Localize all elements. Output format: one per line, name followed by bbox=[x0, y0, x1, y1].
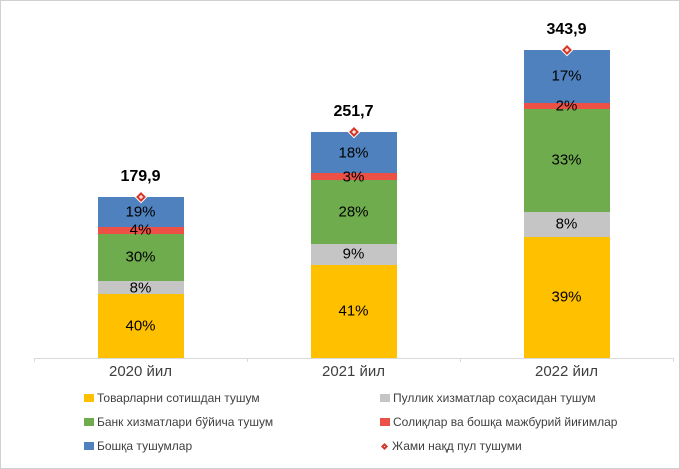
legend-label: Бошқа тушумлар bbox=[97, 439, 193, 453]
legend-swatch-icon bbox=[84, 394, 94, 402]
bar-segment-2020 bbox=[97, 196, 184, 228]
legend-item: Бошқа тушумлар bbox=[84, 438, 192, 454]
segment-percent-label: 41% bbox=[338, 302, 369, 320]
legend-item: Солиқлар ва бошқа мажбурий йиғимлар bbox=[380, 414, 617, 430]
segment-percent-label: 28% bbox=[338, 203, 369, 221]
legend-diamond-icon bbox=[380, 442, 389, 450]
legend-item: Пуллик хизматлар соҳасидан тушум bbox=[380, 390, 596, 406]
bar-segment-2022 bbox=[523, 109, 610, 212]
x-axis-label: 2021 йил bbox=[321, 363, 386, 380]
segment-percent-label: 17% bbox=[551, 67, 582, 85]
bar-segment-2020 bbox=[97, 233, 184, 282]
x-axis-tick bbox=[673, 358, 674, 362]
segment-percent-label: 19% bbox=[125, 203, 156, 221]
bar-segment-2020 bbox=[97, 227, 184, 234]
legend-swatch-icon bbox=[84, 418, 94, 426]
bar-segment-2022 bbox=[523, 102, 610, 109]
bar-segment-2022 bbox=[523, 211, 610, 237]
x-axis-tick bbox=[460, 358, 461, 362]
bar-segment-2022 bbox=[523, 49, 610, 103]
legend-label: Солиқлар ва бошқа мажбурий йиғимлар bbox=[393, 415, 618, 429]
legend-item: Жами нақд пул тушуми bbox=[380, 438, 522, 454]
legend-swatch-icon bbox=[380, 418, 390, 426]
bar-segment-2020 bbox=[97, 294, 184, 358]
legend-item: Банк хизматлари бўйича тушум bbox=[84, 414, 273, 430]
segment-percent-label: 8% bbox=[555, 215, 578, 233]
segment-percent-label: 8% bbox=[129, 279, 152, 297]
segment-percent-label: 4% bbox=[129, 221, 152, 239]
segment-percent-label: 2% bbox=[555, 97, 578, 115]
segment-percent-label: 39% bbox=[551, 288, 582, 306]
bar-segment-2021 bbox=[310, 264, 397, 358]
legend-swatch-icon bbox=[84, 442, 94, 450]
total-value-label: 343,9 bbox=[546, 20, 587, 38]
bar-segment-2021 bbox=[310, 180, 397, 245]
bar-segment-2020 bbox=[97, 281, 184, 295]
segment-percent-label: 3% bbox=[342, 168, 365, 186]
x-axis-label: 2020 йил bbox=[108, 363, 173, 380]
legend-label: Товарларни сотишдан тушум bbox=[97, 391, 260, 405]
total-value-label: 251,7 bbox=[333, 103, 374, 121]
legend-swatch-icon bbox=[380, 394, 390, 402]
legend-item: Товарларни сотишдан тушум bbox=[84, 390, 260, 406]
x-axis-line bbox=[34, 358, 673, 359]
segment-percent-label: 33% bbox=[551, 151, 582, 169]
bar-segment-2021 bbox=[310, 244, 397, 265]
segment-percent-label: 9% bbox=[342, 245, 365, 263]
segment-percent-label: 40% bbox=[125, 317, 156, 335]
segment-percent-label: 30% bbox=[125, 248, 156, 266]
legend-label: Жами нақд пул тушуми bbox=[392, 439, 522, 453]
legend-label: Банк хизматлари бўйича тушум bbox=[97, 415, 274, 429]
segment-percent-label: 18% bbox=[338, 144, 369, 162]
total-value-label: 179,9 bbox=[120, 167, 161, 185]
x-axis-label: 2022 йил bbox=[534, 363, 599, 380]
bar-segment-2022 bbox=[523, 236, 610, 358]
x-axis-tick bbox=[34, 358, 35, 362]
bar-segment-2021 bbox=[310, 132, 397, 174]
x-axis-tick bbox=[247, 358, 248, 362]
bar-segment-2021 bbox=[310, 173, 397, 181]
legend-label: Пуллик хизматлар соҳасидан тушум bbox=[393, 391, 596, 405]
